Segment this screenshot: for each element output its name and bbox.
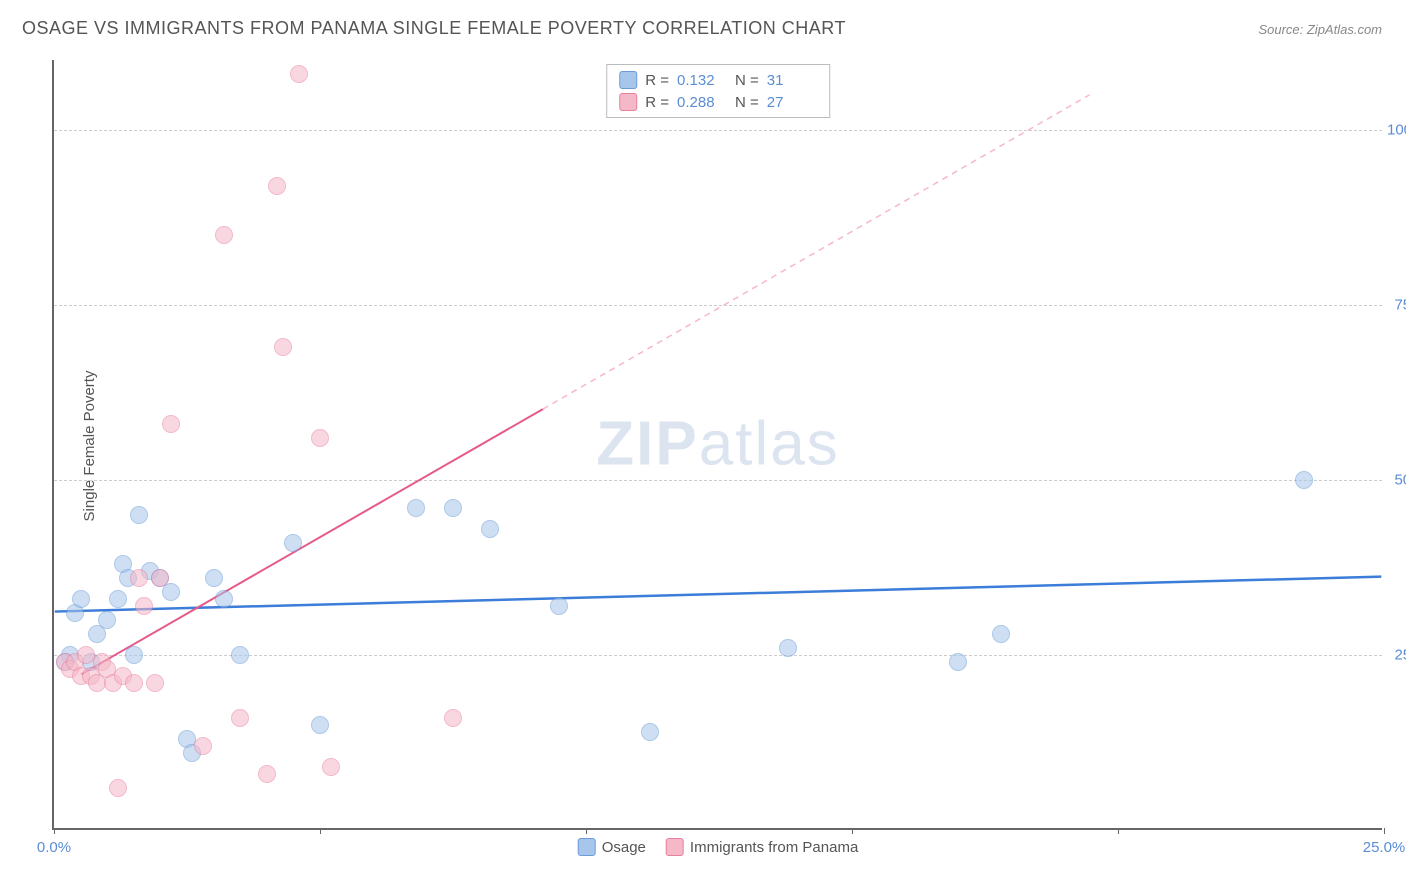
scatter-point: [146, 674, 164, 692]
r-value: 0.132: [677, 72, 727, 89]
scatter-point: [194, 737, 212, 755]
plot-area: ZIPatlas 25.0%50.0%75.0%100.0% R =0.132N…: [52, 60, 1382, 830]
x-tick-mark: [586, 828, 587, 834]
scatter-point: [322, 758, 340, 776]
scatter-point: [72, 590, 90, 608]
legend-swatch: [578, 838, 596, 856]
scatter-point: [481, 520, 499, 538]
scatter-point: [444, 499, 462, 517]
legend-swatch: [619, 71, 637, 89]
scatter-point: [125, 674, 143, 692]
scatter-point: [311, 716, 329, 734]
legend-row: R = 0.288 N = 27: [619, 91, 817, 113]
n-value: 27: [767, 94, 817, 111]
watermark: ZIPatlas: [596, 409, 839, 480]
y-tick-label: 75.0%: [1387, 297, 1406, 314]
x-tick-mark: [852, 828, 853, 834]
chart-container: OSAGE VS IMMIGRANTS FROM PANAMA SINGLE F…: [0, 0, 1406, 892]
gridline-h: [54, 130, 1382, 131]
scatter-point: [231, 646, 249, 664]
legend-row: R = 0.132 N = 31: [619, 69, 817, 91]
scatter-point: [311, 429, 329, 447]
y-tick-label: 100.0%: [1387, 122, 1406, 139]
scatter-point: [135, 597, 153, 615]
scatter-point: [231, 709, 249, 727]
r-label: R =: [645, 72, 669, 89]
chart-title: OSAGE VS IMMIGRANTS FROM PANAMA SINGLE F…: [22, 18, 846, 39]
scatter-point: [215, 226, 233, 244]
gridline-h: [54, 305, 1382, 306]
scatter-point: [779, 639, 797, 657]
legend-swatch: [666, 838, 684, 856]
scatter-point: [407, 499, 425, 517]
scatter-point: [641, 723, 659, 741]
scatter-point: [949, 653, 967, 671]
scatter-point: [98, 611, 116, 629]
x-tick-label: 25.0%: [1363, 839, 1406, 856]
n-value: 31: [767, 72, 817, 89]
trendline: [543, 95, 1090, 409]
scatter-point: [151, 569, 169, 587]
series-legend: Osage Immigrants from Panama: [578, 838, 859, 856]
scatter-point: [268, 177, 286, 195]
scatter-point: [205, 569, 223, 587]
x-tick-label: 0.0%: [37, 839, 71, 856]
correlation-legend: R = 0.132 N = 31 R = 0.288 N = 27: [606, 64, 830, 118]
n-label: N =: [735, 94, 759, 111]
scatter-point: [109, 590, 127, 608]
gridline-h: [54, 655, 1382, 656]
legend-label: Osage: [602, 839, 646, 856]
watermark-atlas: atlas: [699, 410, 840, 479]
r-value: 0.288: [677, 94, 727, 111]
scatter-point: [130, 506, 148, 524]
scatter-point: [550, 597, 568, 615]
scatter-point: [444, 709, 462, 727]
trendline: [55, 577, 1382, 612]
legend-item: Immigrants from Panama: [666, 838, 858, 856]
scatter-point: [1295, 471, 1313, 489]
x-tick-mark: [1118, 828, 1119, 834]
scatter-point: [125, 646, 143, 664]
trendlines-svg: [54, 60, 1382, 828]
source-attribution: Source: ZipAtlas.com: [1258, 22, 1382, 37]
legend-swatch: [619, 93, 637, 111]
scatter-point: [130, 569, 148, 587]
trendline: [81, 409, 543, 674]
legend-item: Osage: [578, 838, 646, 856]
y-tick-label: 25.0%: [1387, 647, 1406, 664]
scatter-point: [162, 415, 180, 433]
legend-label: Immigrants from Panama: [690, 839, 858, 856]
x-tick-mark: [1384, 828, 1385, 834]
watermark-zip: ZIP: [596, 410, 698, 479]
x-tick-mark: [320, 828, 321, 834]
scatter-point: [274, 338, 292, 356]
scatter-point: [992, 625, 1010, 643]
scatter-point: [284, 534, 302, 552]
r-label: R =: [645, 94, 669, 111]
n-label: N =: [735, 72, 759, 89]
scatter-point: [109, 779, 127, 797]
x-tick-mark: [54, 828, 55, 834]
scatter-point: [290, 65, 308, 83]
y-tick-label: 50.0%: [1387, 472, 1406, 489]
scatter-point: [215, 590, 233, 608]
gridline-h: [54, 480, 1382, 481]
scatter-point: [258, 765, 276, 783]
